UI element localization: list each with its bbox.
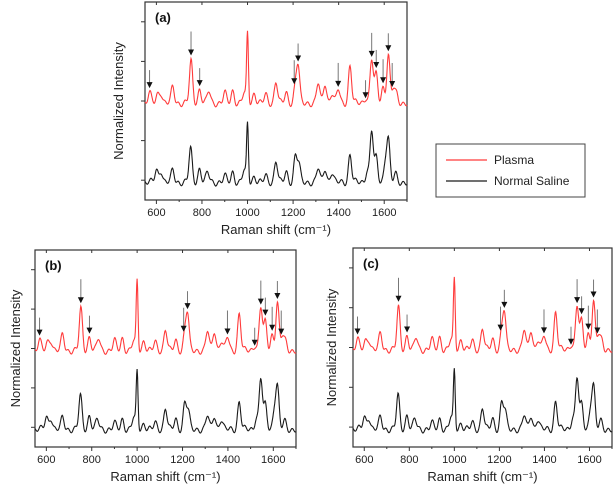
x-tick-label: 800 bbox=[83, 454, 101, 466]
x-axis-label: Raman shift (cm⁻¹) bbox=[221, 222, 331, 237]
x-tick-label: 1600 bbox=[261, 454, 285, 466]
panel-b: 600 800 1000 1200 1400 1600 Raman shift (cm⁻¹)… bbox=[8, 249, 297, 484]
panel-c: 600 800 1000 1200 1400 1600 Raman shift (cm⁻¹)… bbox=[324, 247, 613, 484]
x-tick-label: 1600 bbox=[577, 454, 601, 466]
peak-arrow-head bbox=[594, 327, 601, 334]
x-tick-label: 600 bbox=[37, 454, 55, 466]
x-tick-label: 1200 bbox=[170, 454, 194, 466]
legend-label-saline: Normal Saline bbox=[494, 174, 570, 188]
x-tick-label: 1400 bbox=[326, 207, 350, 219]
x-tick-label: 800 bbox=[193, 207, 211, 219]
series-line-plasma bbox=[144, 30, 408, 108]
series-line-saline bbox=[34, 368, 297, 434]
peak-arrow-head bbox=[269, 324, 276, 331]
peak-arrow-head bbox=[335, 80, 342, 87]
peak-arrow-head bbox=[585, 323, 592, 330]
peak-arrow-head bbox=[274, 293, 281, 300]
peak-arrow-head bbox=[295, 55, 302, 62]
peak-arrow-head bbox=[497, 324, 504, 331]
series-line-plasma bbox=[352, 276, 613, 354]
peak-arrow-head bbox=[184, 303, 191, 310]
peak-arrow-head bbox=[77, 297, 84, 304]
peak-arrow-head bbox=[380, 77, 387, 84]
peak-arrow-head bbox=[501, 301, 508, 308]
peak-arrow-head bbox=[196, 80, 203, 87]
peak-arrow-head bbox=[590, 291, 597, 298]
peak-arrow-head bbox=[578, 308, 585, 315]
x-tick-label: 1400 bbox=[216, 454, 240, 466]
peak-arrow-head bbox=[291, 78, 298, 85]
peak-arrow-head bbox=[389, 81, 396, 88]
y-axis-label: Normalized Intensity bbox=[111, 42, 126, 160]
y-axis-label: Normalized Intensity bbox=[324, 288, 339, 406]
peak-arrow-head bbox=[251, 339, 258, 346]
series-line-saline bbox=[144, 121, 408, 187]
x-tick-label: 1200 bbox=[281, 207, 305, 219]
peak-arrow-head bbox=[188, 49, 195, 56]
x-tick-label: 1000 bbox=[125, 454, 149, 466]
x-tick-label: 1000 bbox=[442, 454, 466, 466]
peak-arrow-head bbox=[368, 50, 375, 57]
y-axis-label: Normalized Intensity bbox=[8, 289, 23, 407]
x-tick-label: 1000 bbox=[235, 207, 259, 219]
peak-arrow-head bbox=[180, 325, 187, 332]
peak-arrow-head bbox=[36, 329, 43, 336]
series-line-saline bbox=[352, 368, 613, 434]
peak-arrow-head bbox=[224, 328, 231, 335]
x-tick-label: 1600 bbox=[372, 207, 396, 219]
peak-arrow-head bbox=[540, 327, 547, 334]
x-tick-label: 1200 bbox=[487, 454, 511, 466]
peak-arrow-head bbox=[146, 82, 153, 89]
x-tick-label: 1400 bbox=[532, 454, 556, 466]
peak-arrow-head bbox=[362, 92, 369, 99]
legend-label-plasma: Plasma bbox=[494, 153, 534, 167]
peak-arrow-head bbox=[574, 297, 581, 304]
peak-arrow-head bbox=[385, 45, 392, 52]
peak-arrow-head bbox=[86, 327, 93, 334]
peak-arrow-head bbox=[354, 328, 361, 335]
x-axis-label: Raman shift (cm⁻¹) bbox=[427, 469, 537, 484]
series-line-plasma bbox=[34, 278, 297, 355]
peak-arrow-head bbox=[278, 328, 285, 335]
peak-arrow-head bbox=[373, 61, 380, 68]
x-tick-label: 800 bbox=[400, 454, 418, 466]
panel-label: (c) bbox=[363, 256, 379, 271]
peak-arrow-head bbox=[568, 338, 575, 345]
peak-arrow-head bbox=[257, 298, 264, 305]
x-axis-label: Raman shift (cm⁻¹) bbox=[110, 469, 220, 484]
legend-box bbox=[435, 143, 586, 198]
panel-a: 600 800 1000 1200 1400 1600 Raman shift (cm⁻¹)… bbox=[111, 1, 408, 237]
x-tick-label: 600 bbox=[355, 454, 373, 466]
peak-arrow-head bbox=[395, 295, 402, 302]
peak-arrow-head bbox=[262, 309, 269, 316]
legend: Plasma Normal Saline bbox=[435, 143, 586, 198]
peak-arrow-head bbox=[404, 326, 411, 333]
panel-label: (b) bbox=[45, 258, 62, 273]
x-tick-label: 600 bbox=[147, 207, 165, 219]
panel-label: (a) bbox=[155, 10, 171, 25]
